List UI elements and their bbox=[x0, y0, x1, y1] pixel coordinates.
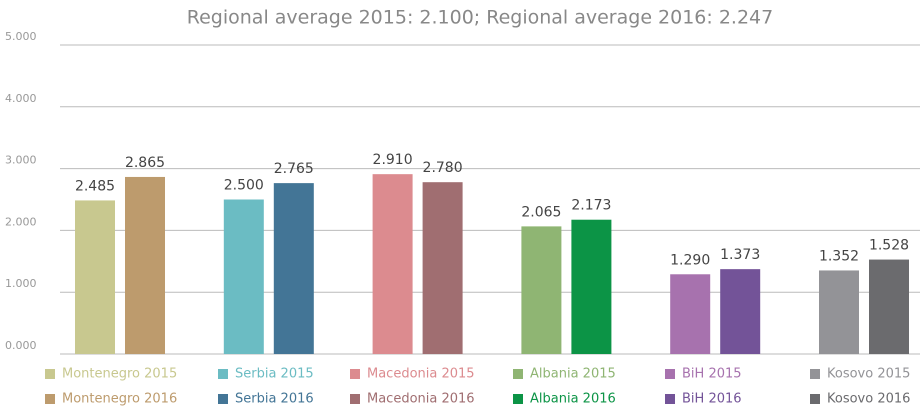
value-label: 2.865 bbox=[125, 155, 165, 171]
y-tick-label: 0.000 bbox=[5, 339, 37, 352]
chart-title: Regional average 2015: 2.100; Regional a… bbox=[187, 7, 773, 29]
value-label: 2.910 bbox=[373, 152, 413, 168]
legend-swatch bbox=[45, 394, 55, 404]
bar bbox=[571, 219, 612, 354]
legend-swatch bbox=[513, 394, 523, 404]
value-label: 2.500 bbox=[224, 178, 264, 194]
bar bbox=[422, 182, 463, 354]
bar bbox=[869, 259, 909, 354]
legend-label: Macedonia 2016 bbox=[367, 392, 475, 407]
value-label: 1.352 bbox=[819, 248, 859, 264]
legend-swatch bbox=[218, 369, 228, 379]
legend-swatch bbox=[45, 369, 55, 379]
y-tick-label: 1.000 bbox=[5, 277, 37, 290]
legend-label: Montenegro 2015 bbox=[62, 367, 177, 382]
legend-swatch bbox=[665, 394, 675, 404]
legend-label: Albania 2016 bbox=[530, 392, 616, 407]
legend-label: Albania 2015 bbox=[530, 367, 616, 382]
bar bbox=[75, 200, 115, 354]
legend-swatch bbox=[513, 369, 523, 379]
y-tick-label: 3.000 bbox=[5, 154, 37, 167]
bar bbox=[125, 176, 165, 354]
value-label: 1.290 bbox=[670, 252, 710, 268]
legend-swatch bbox=[350, 369, 360, 379]
legend-label: Serbia 2016 bbox=[235, 392, 314, 407]
bar bbox=[273, 183, 314, 354]
legend-swatch bbox=[218, 394, 228, 404]
y-tick-label: 5.000 bbox=[5, 30, 37, 43]
value-label: 1.373 bbox=[720, 247, 760, 263]
legend-swatch bbox=[350, 394, 360, 404]
legend-label: BiH 2015 bbox=[682, 367, 742, 382]
legend-label: Serbia 2015 bbox=[235, 367, 314, 382]
bar bbox=[521, 226, 562, 354]
value-label: 2.485 bbox=[75, 178, 115, 194]
bar bbox=[720, 269, 761, 354]
y-tick-label: 4.000 bbox=[5, 92, 37, 105]
value-label: 2.065 bbox=[521, 204, 561, 220]
bar bbox=[819, 270, 859, 354]
legend-label: Kosovo 2015 bbox=[827, 367, 910, 382]
legend-label: Macedonia 2015 bbox=[367, 367, 475, 382]
bar bbox=[372, 174, 413, 354]
legend-label: Kosovo 2016 bbox=[827, 392, 910, 407]
legend-swatch bbox=[810, 394, 820, 404]
legend-swatch bbox=[665, 369, 675, 379]
legend-swatch bbox=[810, 369, 820, 379]
value-label: 1.528 bbox=[869, 238, 909, 254]
value-label: 2.173 bbox=[571, 198, 611, 214]
value-label: 2.780 bbox=[423, 160, 463, 176]
bar bbox=[223, 199, 264, 354]
legend-label: Montenegro 2016 bbox=[62, 392, 177, 407]
y-tick-label: 2.000 bbox=[5, 215, 37, 228]
value-label: 2.765 bbox=[274, 161, 314, 177]
bar bbox=[670, 274, 711, 354]
legend-label: BiH 2016 bbox=[682, 392, 742, 407]
